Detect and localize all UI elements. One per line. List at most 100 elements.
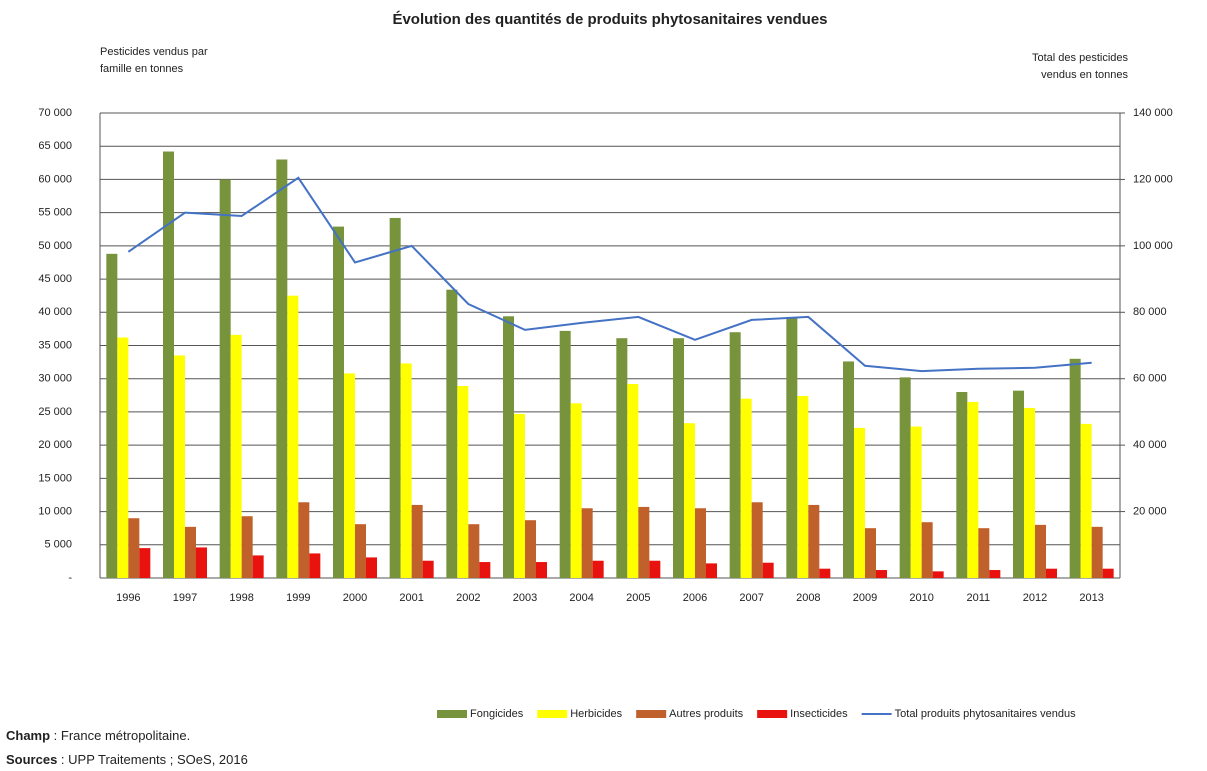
bar <box>525 520 536 578</box>
legend-label: Herbicides <box>570 708 622 720</box>
bar <box>230 334 242 578</box>
note-label: Sources <box>6 752 57 767</box>
bar <box>673 338 684 578</box>
bar <box>163 151 174 578</box>
note: Sources : UPP Traitements ; SOeS, 2016 <box>6 752 248 767</box>
x-tick-label: 1998 <box>229 592 253 604</box>
y-tick-label: 50 000 <box>38 240 72 252</box>
y2-axis-title: Total des pesticides <box>1032 52 1128 64</box>
y2-tick-label: 140 000 <box>1133 107 1173 119</box>
bar <box>479 562 491 578</box>
bar <box>128 518 140 578</box>
x-tick-label: 2003 <box>513 592 537 604</box>
y-axis-title: Pesticides vendus par <box>100 46 208 58</box>
bar <box>333 226 344 579</box>
y2-tick-label: 100 000 <box>1133 240 1173 252</box>
bar <box>899 377 911 578</box>
bar <box>989 570 1001 578</box>
bar <box>106 253 118 579</box>
bar <box>366 557 377 578</box>
x-tick-label: 2010 <box>909 592 933 604</box>
x-tick-label: 2013 <box>1079 592 1103 604</box>
x-tick-label: 2007 <box>739 592 763 604</box>
bar <box>740 398 752 578</box>
bar <box>843 361 854 578</box>
y-tick-label: 40 000 <box>38 306 72 318</box>
bar <box>139 548 151 578</box>
bar <box>241 516 253 578</box>
y-tick-label: 10 000 <box>38 505 72 517</box>
bar <box>1102 568 1114 578</box>
y-tick-label: 25 000 <box>38 406 72 418</box>
bar <box>581 508 593 578</box>
bar <box>536 562 547 578</box>
bar <box>910 426 922 578</box>
bar <box>468 524 480 578</box>
bar <box>1046 568 1057 578</box>
note-label: Champ <box>6 728 50 743</box>
y2-tick-label: 60 000 <box>1133 373 1167 385</box>
bar <box>1069 358 1081 578</box>
bar <box>559 330 571 578</box>
x-tick-label: 2012 <box>1023 592 1047 604</box>
y-tick-label: 30 000 <box>38 373 72 385</box>
x-tick-label: 1997 <box>173 592 197 604</box>
bar <box>503 316 514 578</box>
y2-tick-label: 120 000 <box>1133 173 1173 185</box>
bar <box>298 502 310 578</box>
bar <box>276 159 288 578</box>
x-tick-label: 1999 <box>286 592 310 604</box>
bar <box>797 395 809 578</box>
bar <box>355 524 366 578</box>
bar <box>422 560 434 578</box>
bar <box>309 553 321 578</box>
bar <box>932 571 944 578</box>
bar <box>344 373 355 578</box>
y-tick-label: 15 000 <box>38 472 72 484</box>
x-tick-label: 2011 <box>967 592 991 604</box>
legend-label: Insecticides <box>790 708 848 720</box>
bar <box>446 289 458 578</box>
legend-label: Autres produits <box>669 708 743 720</box>
y-tick-label: 20 000 <box>38 439 72 451</box>
legend-swatch <box>757 710 788 718</box>
legend-label: Total produits phytosanitaires vendus <box>895 708 1076 720</box>
x-tick-label: 2008 <box>796 592 820 604</box>
y-tick-label: 70 000 <box>38 107 72 119</box>
y-axis-title: famille en tonnes <box>100 63 184 75</box>
legend-swatch <box>437 710 467 718</box>
bar <box>570 403 582 578</box>
y-tick-label: - <box>68 572 72 584</box>
x-tick-label: 2006 <box>683 592 707 604</box>
bar <box>1024 407 1035 578</box>
bar <box>786 317 798 578</box>
bar <box>684 423 695 578</box>
x-tick-label: 2000 <box>343 592 367 604</box>
bar <box>1080 423 1092 578</box>
y-tick-label: 5 000 <box>44 539 72 551</box>
line <box>127 176 1092 373</box>
bar <box>808 504 820 578</box>
bar <box>967 401 979 578</box>
x-tick-label: 2002 <box>456 592 480 604</box>
y2-tick-label: 20 000 <box>1133 505 1167 517</box>
bar <box>638 506 650 578</box>
bar <box>514 413 525 578</box>
y2-tick-label: 80 000 <box>1133 306 1167 318</box>
bar <box>706 563 717 578</box>
bar <box>865 528 876 578</box>
legend-label: Fongicides <box>470 708 524 720</box>
bar <box>854 427 865 578</box>
bar <box>956 392 968 578</box>
y2-tick-label: 40 000 <box>1133 439 1167 451</box>
chart-title: Évolution des quantités de produits phyt… <box>392 11 827 28</box>
bar <box>219 179 231 578</box>
bar <box>196 547 207 578</box>
bar <box>695 508 706 578</box>
bar <box>627 384 639 578</box>
note-text: : UPP Traitements ; SOeS, 2016 <box>57 752 248 767</box>
note: Champ : France métropolitaine. <box>6 728 190 743</box>
bar <box>751 502 763 578</box>
x-tick-label: 2001 <box>399 592 423 604</box>
